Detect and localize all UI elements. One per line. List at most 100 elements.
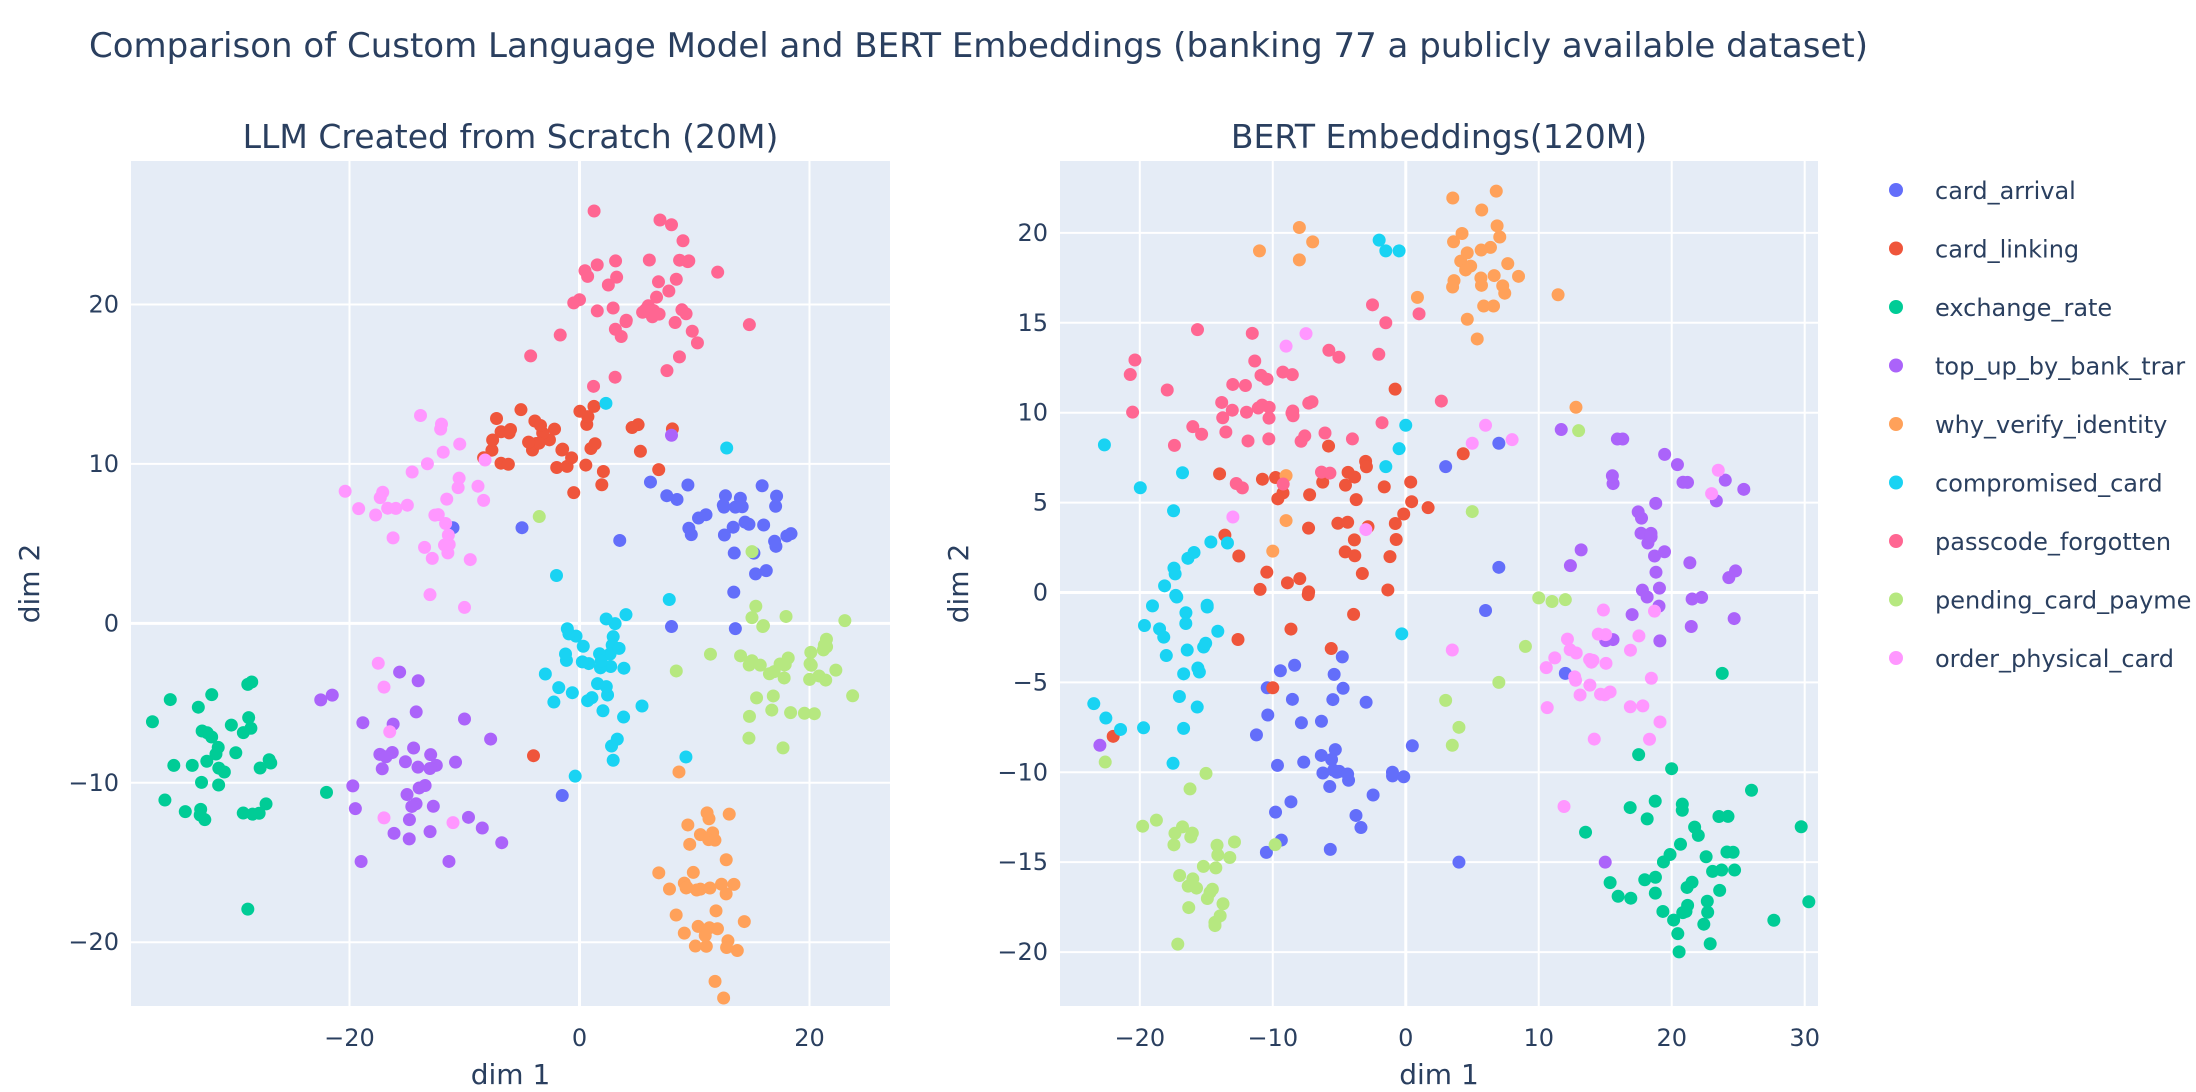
data-point-card_linking [527,749,540,763]
data-point-why_verify_identity [710,922,724,936]
data-point-card_linking [595,478,609,492]
data-point-why_verify_identity [700,806,714,820]
legend-marker [1889,300,1903,314]
data-point-order_physical_card [1560,632,1574,646]
data-point-order_physical_card [1632,629,1646,643]
data-point-pending_card_payment [1167,838,1181,852]
data-point-order_physical_card [1653,715,1667,729]
data-point-exchange_rate [1624,891,1638,905]
data-point-compromised_card [1379,244,1393,258]
data-point-card_linking [1232,549,1246,563]
data-point-exchange_rate [1745,783,1759,797]
data-point-exchange_rate [1667,913,1681,927]
data-point-exchange_rate [320,785,333,799]
data-point-order_physical_card [1587,732,1601,746]
data-point-order_physical_card [440,492,454,506]
data-point-passcode_forgotten [641,299,655,313]
data-point-pending_card_payment [1186,872,1200,886]
data-point-compromised_card [1168,567,1182,581]
data-point-card_linking [625,421,639,435]
data-point-compromised_card [599,612,613,626]
data-point-pending_card_payment [777,671,791,685]
data-point-exchange_rate [1648,886,1662,900]
data-point-card_arrival [1492,560,1506,574]
data-point-passcode_forgotten [1366,298,1380,312]
data-point-card_linking [1338,478,1352,492]
data-point-passcode_forgotten [608,370,622,384]
data-point-top_up_by_bank_transfer [1652,581,1666,595]
data-point-card_arrival [757,518,771,532]
data-point-passcode_forgotten [653,213,667,227]
data-point-passcode_forgotten [609,254,623,268]
data-point-card_linking [1266,681,1280,695]
data-point-pending_card_payment [1196,859,1210,873]
data-point-passcode_forgotten [1262,400,1276,414]
data-point-passcode_forgotten [606,301,620,315]
data-point-compromised_card [1179,616,1193,630]
data-point-top_up_by_bank_transfer [1683,556,1697,570]
data-point-card_linking [1322,439,1336,453]
data-point-exchange_rate [1603,876,1617,890]
data-point-card_arrival [755,479,769,493]
data-point-card_arrival [749,567,763,581]
data-point-top_up_by_bank_transfer [354,855,368,869]
data-point-pending_card_payment [532,510,546,524]
data-point-passcode_forgotten [1305,395,1319,409]
data-point-exchange_rate [1673,837,1687,851]
data-point-card_arrival [699,508,713,522]
data-point-pending_card_payment [812,669,826,683]
data-point-pending_card_payment [1558,593,1572,607]
data-point-card_linking [1284,622,1298,636]
data-point-why_verify_identity [1475,203,1489,217]
data-point-top_up_by_bank_transfer [1554,423,1568,437]
data-point-top_up_by_bank_transfer [1649,496,1663,510]
data-point-pending_card_payment [703,647,717,661]
data-point-exchange_rate [195,775,209,789]
data-point-top_up_by_bank_transfer [484,732,498,746]
data-point-card_linking [1293,572,1307,586]
data-point-compromised_card [1180,643,1194,657]
data-point-pending_card_payment [1205,882,1219,896]
data-point-exchange_rate [145,715,159,729]
data-point-passcode_forgotten [1276,365,1290,379]
x-tick-label: −20 [324,1024,375,1052]
data-point-passcode_forgotten [1345,432,1359,446]
data-point-why_verify_identity [1487,269,1501,283]
data-point-pending_card_payment [750,691,764,705]
data-point-card_arrival [1323,780,1337,794]
data-point-order_physical_card [1573,688,1587,702]
data-point-compromised_card [617,661,631,675]
legend-marker [1889,183,1903,197]
data-point-card_arrival [1336,681,1350,695]
data-point-why_verify_identity [1487,299,1501,313]
data-point-exchange_rate [167,758,181,772]
data-point-why_verify_identity [677,926,691,940]
data-point-card_arrival [727,585,741,599]
data-point-order_physical_card [1643,732,1657,746]
data-point-top_up_by_bank_transfer [1563,559,1577,573]
data-point-order_physical_card [1596,603,1610,617]
data-point-card_linking [550,461,564,475]
data-point-exchange_rate [1623,801,1637,815]
data-point-why_verify_identity [669,908,683,922]
data-point-card_arrival [1439,460,1453,474]
data-point-passcode_forgotten [673,253,687,267]
data-point-why_verify_identity [1493,230,1507,244]
data-point-why_verify_identity [708,833,722,847]
data-point-top_up_by_bank_transfer [393,665,407,679]
data-point-compromised_card [576,639,590,653]
data-point-card_arrival [1314,748,1328,762]
data-point-why_verify_identity [1498,286,1512,300]
data-point-passcode_forgotten [1186,420,1200,434]
data-point-why_verify_identity [719,853,733,867]
data-point-exchange_rate [1703,937,1717,951]
data-point-card_arrival [1341,767,1355,781]
data-point-order_physical_card [1644,671,1658,685]
data-point-compromised_card [1187,545,1201,559]
data-point-card_linking [1348,549,1362,563]
data-point-compromised_card [1097,438,1111,452]
data-point-why_verify_identity [1501,257,1515,271]
y-tick-label: 15 [1017,309,1048,337]
data-point-exchange_rate [1648,870,1662,884]
data-point-top_up_by_bank_transfer [1640,590,1654,604]
